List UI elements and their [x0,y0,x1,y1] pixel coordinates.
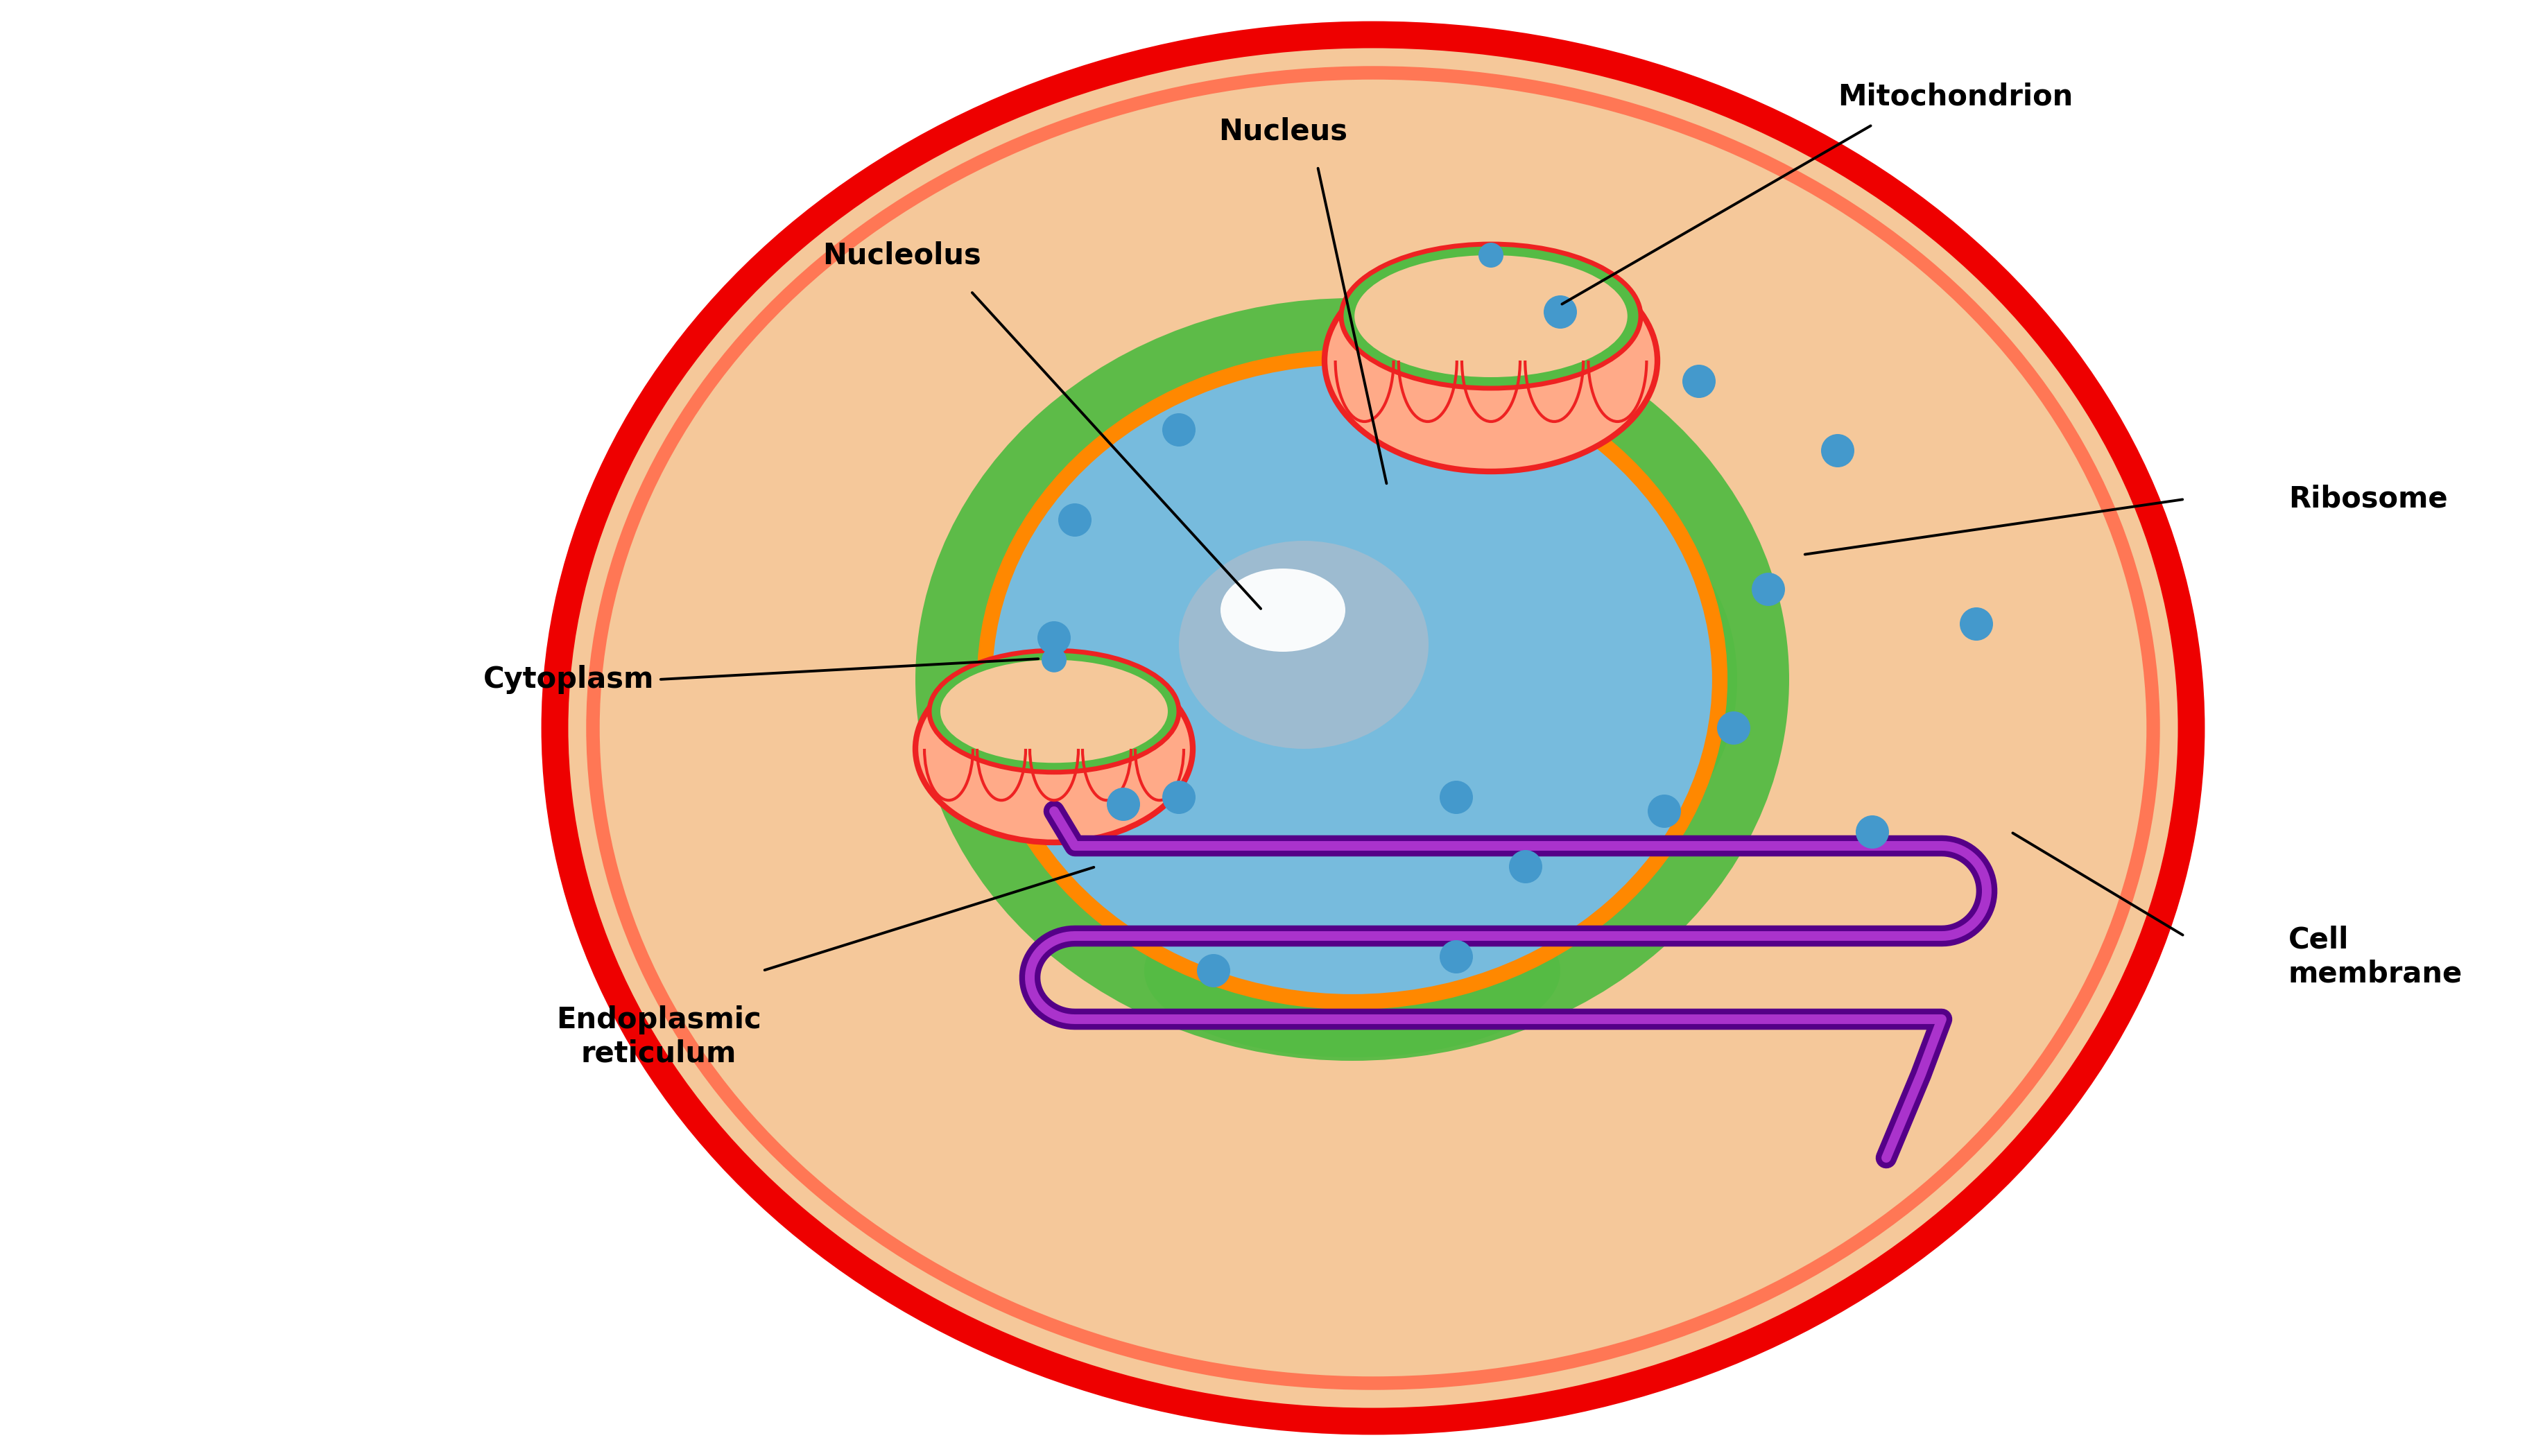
Ellipse shape [1342,245,1640,389]
Ellipse shape [594,73,2153,1383]
Ellipse shape [556,35,2191,1421]
Ellipse shape [986,357,1721,1002]
Circle shape [1440,780,1473,814]
Ellipse shape [940,660,1167,763]
Ellipse shape [1354,255,1627,377]
Ellipse shape [1324,249,1658,472]
Circle shape [1683,364,1716,397]
Ellipse shape [1193,811,1539,1034]
Circle shape [1440,941,1473,974]
Circle shape [1198,954,1231,987]
Ellipse shape [1493,524,1736,836]
Circle shape [1041,648,1066,673]
Circle shape [1059,504,1092,537]
Circle shape [1162,780,1195,814]
Circle shape [1961,607,1994,641]
Circle shape [1039,622,1071,655]
Ellipse shape [1018,389,1686,971]
Circle shape [1544,296,1577,329]
Circle shape [1107,788,1140,821]
Circle shape [1855,815,1890,849]
Ellipse shape [1221,568,1344,652]
Text: Cytoplasm: Cytoplasm [483,665,654,695]
Ellipse shape [915,298,1789,1061]
Text: Ribosome: Ribosome [2289,485,2449,514]
Circle shape [1509,850,1541,884]
Circle shape [1751,572,1784,606]
Circle shape [1162,414,1195,447]
Circle shape [1716,712,1751,744]
Ellipse shape [1180,540,1428,748]
Text: Nucleus: Nucleus [1218,116,1347,146]
Ellipse shape [930,651,1180,772]
Circle shape [1822,434,1855,467]
Ellipse shape [1074,479,1284,673]
Text: Nucleolus: Nucleolus [821,242,980,271]
Text: Endoplasmic
reticulum: Endoplasmic reticulum [556,1005,761,1069]
Circle shape [1478,243,1504,268]
Text: Mitochondrion: Mitochondrion [1837,82,2072,111]
Circle shape [1648,795,1680,828]
Ellipse shape [1145,884,1559,1057]
Text: Cell
membrane: Cell membrane [2289,926,2464,989]
Ellipse shape [915,655,1193,843]
